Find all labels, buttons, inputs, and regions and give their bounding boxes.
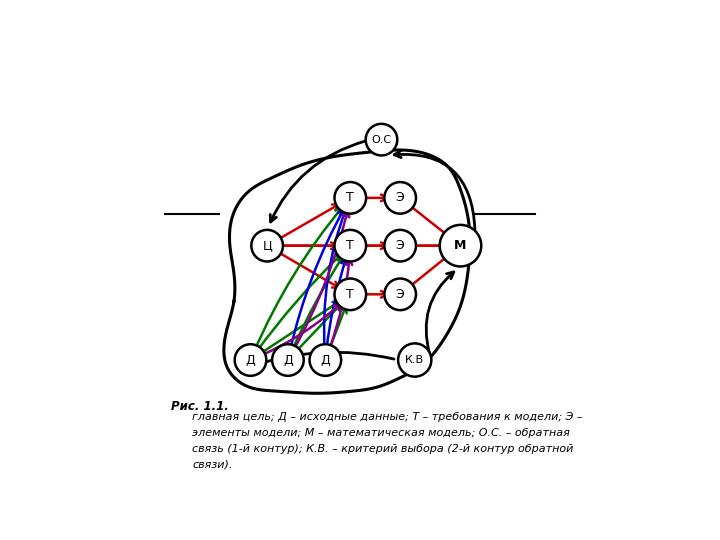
Text: Д: Д (320, 354, 330, 367)
Circle shape (366, 124, 397, 156)
Text: Э: Э (396, 288, 405, 301)
Text: Рис. 1.1.: Рис. 1.1. (171, 400, 229, 413)
Text: М: М (454, 239, 467, 252)
Circle shape (272, 344, 304, 376)
Text: К.В: К.В (405, 355, 424, 365)
Text: Т: Т (346, 191, 354, 204)
Circle shape (384, 279, 416, 310)
Text: О.С: О.С (372, 134, 392, 145)
Text: Э: Э (396, 239, 405, 252)
Text: связь (1-й контур); К.В. – критерий выбора (2-й контур обратной: связь (1-й контур); К.В. – критерий выбо… (192, 444, 574, 454)
Circle shape (384, 230, 416, 261)
Circle shape (310, 344, 341, 376)
Text: Т: Т (346, 288, 354, 301)
Text: Д: Д (246, 354, 256, 367)
Text: Э: Э (396, 191, 405, 204)
Circle shape (335, 182, 366, 214)
Circle shape (335, 230, 366, 261)
Text: Ц: Ц (262, 239, 272, 252)
Circle shape (398, 343, 431, 377)
Circle shape (235, 344, 266, 376)
Text: Д: Д (283, 354, 293, 367)
Circle shape (440, 225, 481, 266)
Circle shape (335, 279, 366, 310)
Text: связи).: связи). (192, 460, 233, 470)
Text: главная цель; Д – исходные данные; Т – требования к модели; Э –: главная цель; Д – исходные данные; Т – т… (192, 412, 582, 422)
Text: Т: Т (346, 239, 354, 252)
Circle shape (384, 182, 416, 214)
Text: элементы модели; М – математическая модель; О.С. – обратная: элементы модели; М – математическая моде… (192, 428, 570, 438)
Circle shape (251, 230, 283, 261)
